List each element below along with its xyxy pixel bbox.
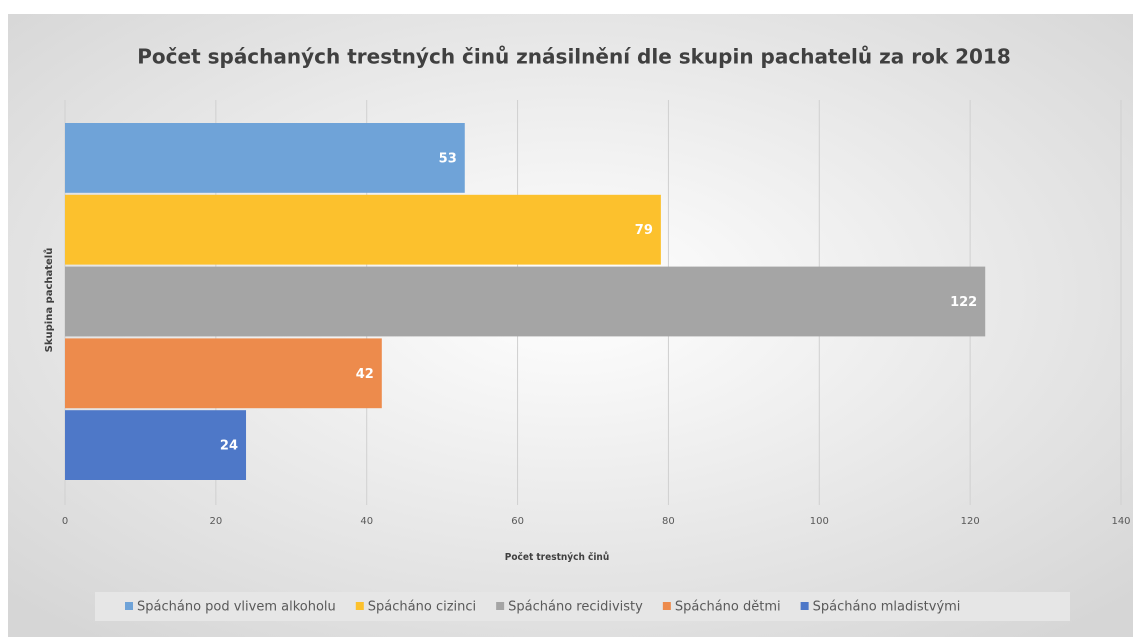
legend-swatch [496, 602, 505, 610]
bar [65, 410, 247, 480]
x-tick-label: 60 [511, 516, 524, 527]
legend-label: Spácháno recidivisty [508, 600, 643, 615]
bar [65, 338, 382, 409]
y-axis-title: Skupina pachatelů [42, 248, 55, 353]
x-tick-label: 40 [360, 516, 373, 527]
legend-swatch [355, 602, 364, 610]
value-label: 24 [220, 439, 238, 454]
value-label: 79 [635, 223, 653, 238]
legend-swatch [662, 602, 671, 610]
x-tick-label: 140 [1111, 516, 1130, 527]
value-label: 122 [950, 295, 977, 310]
x-tick-label: 100 [810, 516, 829, 527]
x-tick-label: 0 [62, 516, 68, 527]
value-label: 53 [439, 151, 457, 166]
legend-label: Spácháno mladistvými [813, 600, 961, 615]
legend-label: Spácháno dětmi [675, 600, 781, 615]
bar [65, 123, 465, 193]
x-axis-title: Počet trestných činů [505, 550, 610, 563]
chart-title: Počet spáchaných trestných činů znásilně… [137, 45, 1011, 69]
legend-swatch [800, 602, 809, 610]
legend-swatch [125, 602, 133, 610]
bar [65, 266, 986, 337]
legend-box [95, 592, 1070, 621]
legend-label: Spácháno pod vlivem alkoholu [137, 600, 336, 615]
legend-label: Spácháno cizinci [368, 600, 476, 615]
x-tick-label: 20 [209, 516, 222, 527]
x-tick-label: 80 [662, 516, 675, 527]
x-tick-label: 120 [961, 516, 980, 527]
bar [65, 194, 661, 265]
value-label: 42 [356, 367, 374, 382]
